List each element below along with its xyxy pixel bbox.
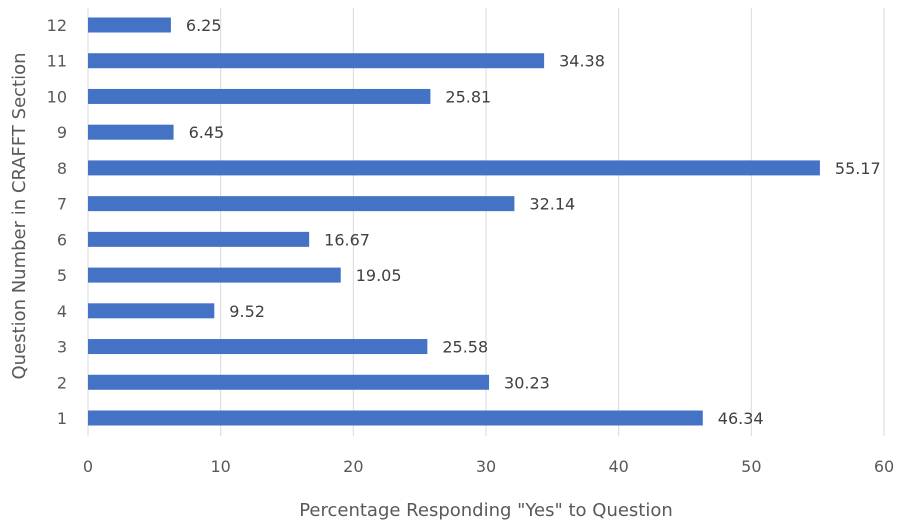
data-label-question-8: 55.17 (835, 159, 881, 178)
x-tick-labels: 0 10 20 30 40 50 60 (83, 457, 894, 476)
data-label-question-10: 25.81 (445, 87, 491, 106)
x-tick-label: 10 (210, 457, 230, 476)
x-tick-label: 20 (343, 457, 363, 476)
bar-question-6 (88, 231, 310, 247)
gridlines (87, 8, 885, 436)
data-label-question-12: 6.25 (186, 16, 222, 35)
data-label-question-4: 9.52 (229, 302, 265, 321)
bar-question-4 (88, 303, 215, 319)
y-tick-label: 9 (57, 123, 67, 142)
data-label-question-5: 19.05 (356, 266, 402, 285)
y-tick-label: 2 (57, 373, 67, 392)
data-label-question-11: 34.38 (559, 52, 605, 71)
data-label-question-6: 16.67 (324, 230, 370, 249)
bar-question-2 (88, 374, 490, 390)
x-tick-label: 40 (608, 457, 628, 476)
bar-question-9 (88, 124, 174, 140)
x-tick-label: 60 (874, 457, 894, 476)
bar-question-10 (88, 88, 431, 104)
bar-question-7 (88, 196, 515, 212)
y-tick-label: 7 (57, 195, 67, 214)
y-tick-label: 4 (57, 302, 67, 321)
data-labels: 46.34 30.23 25.58 9.52 19.05 16.67 32.14 55.17 6… (186, 16, 881, 428)
data-label-question-1: 46.34 (718, 409, 764, 428)
x-tick-label: 50 (741, 457, 761, 476)
y-tick-label: 10 (47, 87, 67, 106)
y-tick-label: 12 (47, 16, 67, 35)
y-tick-label: 11 (47, 52, 67, 71)
y-tick-label: 8 (57, 159, 67, 178)
bar-question-11 (88, 53, 545, 69)
data-label-question-3: 25.58 (442, 338, 488, 357)
x-tick-label: 0 (83, 457, 93, 476)
x-axis-title: Percentage Responding "Yes" to Question (299, 500, 673, 521)
bar-question-5 (88, 267, 341, 283)
y-tick-label: 6 (57, 230, 67, 249)
data-label-question-2: 30.23 (504, 373, 550, 392)
bars (88, 17, 820, 426)
x-tick-label: 30 (476, 457, 496, 476)
bar-question-12 (88, 17, 171, 33)
bar-question-1 (88, 410, 703, 426)
y-tick-label: 1 (57, 409, 67, 428)
y-tick-label: 5 (57, 266, 67, 285)
bar-question-3 (88, 339, 428, 355)
bar-question-8 (88, 160, 820, 176)
y-tick-label: 3 (57, 338, 67, 357)
data-label-question-9: 6.45 (189, 123, 225, 142)
data-label-question-7: 32.14 (529, 195, 575, 214)
y-axis-title: Question Number in CRAFFT Section (9, 52, 30, 379)
